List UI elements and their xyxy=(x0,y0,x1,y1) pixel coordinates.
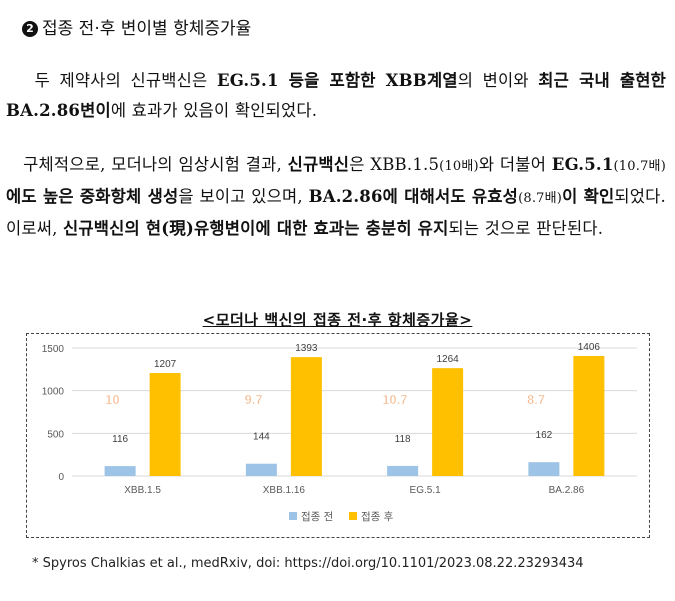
chart-title: <모더나 백신의 접종 전·후 항체증가율> xyxy=(0,309,675,330)
bar-after xyxy=(573,356,605,476)
p1-bold-1: EG.5.1 등을 포함한 XBB계열 xyxy=(216,71,458,90)
legend-label-after: 접종 후 xyxy=(361,511,394,523)
antibody-bar-chart: 0 500 1000 1500 116 1207 10 배 XBB.1.5 144 1393 9.7… xyxy=(42,342,637,523)
ratio-annotation: 10 배 xyxy=(105,392,135,407)
p1-text-3: 에 효과가 있음이 확인되었다. xyxy=(110,101,318,120)
p2-text-3: 와 더불어 xyxy=(478,155,552,174)
y-tick-label: 1500 xyxy=(42,344,65,355)
p2-text-4: 을 보이고 있으며, xyxy=(178,187,309,206)
legend-swatch-before xyxy=(289,512,297,520)
bar-before xyxy=(245,463,277,476)
p2-bold-6: 신규백신의 현(現)유행변이에 대한 효과는 충분히 유지 xyxy=(63,219,449,238)
chart-frame: 0 500 1000 1500 116 1207 10 배 XBB.1.5 144 1393 9.7… xyxy=(26,333,650,538)
y-tick-label: 1000 xyxy=(42,387,65,398)
section-title: 2 접종 전·후 변이별 항체증가율 xyxy=(22,14,251,39)
chart-title-text: <모더나 백신의 접종 전·후 항체증가율> xyxy=(202,311,473,329)
p1-text-1: 두 제약사의 신규백신은 xyxy=(34,71,217,90)
x-tick-label: BA.2.86 xyxy=(549,485,585,496)
legend-swatch-after xyxy=(349,512,357,520)
data-label-after: 1207 xyxy=(154,359,177,370)
x-tick-label: EG.5.1 xyxy=(410,485,442,496)
data-label-before: 116 xyxy=(112,434,128,445)
paragraph-1: 두 제약사의 신규백신은 EG.5.1 등을 포함한 XBB계열의 변이와 최근… xyxy=(6,66,666,126)
p2-bold-2: EG.5.1 xyxy=(551,155,614,174)
p2-small-2: (10.7배) xyxy=(613,159,666,174)
p2-text-5: 되었다. 이로써, xyxy=(6,187,666,238)
p2-small-3: (8.7배) xyxy=(518,191,563,206)
data-label-after: 1393 xyxy=(295,343,318,354)
data-label-before: 144 xyxy=(253,432,270,443)
x-tick-label: XBB.1.16 xyxy=(263,485,306,496)
data-label-before: 118 xyxy=(395,434,411,445)
p1-text-2: 의 변이와 xyxy=(457,71,539,90)
data-label-after: 1264 xyxy=(437,354,460,365)
p2-text-2: 은 XBB.1.5 xyxy=(349,155,440,174)
data-label-after: 1406 xyxy=(578,342,601,353)
section-title-text: 접종 전·후 변이별 항체증가율 xyxy=(42,19,252,39)
y-tick-label: 0 xyxy=(58,472,64,483)
ratio-annotation: 8.7 배 xyxy=(527,392,561,407)
bar-after xyxy=(432,368,464,476)
footnote: * Spyros Chalkias et al., medRxiv, doi: … xyxy=(32,556,584,571)
legend-label-before: 접종 전 xyxy=(301,511,333,523)
bar-before xyxy=(528,462,560,476)
data-label-before: 162 xyxy=(536,430,553,441)
bar-before xyxy=(104,466,136,476)
ratio-annotation: 10.7 배 xyxy=(382,392,423,407)
bar-after xyxy=(149,373,181,476)
x-tick-label: XBB.1.5 xyxy=(124,485,161,496)
p2-bold-1: 신규백신 xyxy=(287,155,350,174)
p2-small-1: (10배) xyxy=(439,159,479,174)
p2-bold-5: 이 확인 xyxy=(562,187,615,206)
p2-bold-4: BA.2.86에 대해서도 유효성 xyxy=(308,187,519,206)
ratio-annotation: 9.7 배 xyxy=(245,392,279,407)
p1-bold-2: 최근 국내 출현한 BA.2.86변이 xyxy=(6,71,666,120)
paragraph-2: 구체적으로, 모더나의 임상시험 결과, 신규백신은 XBB.1.5(10배)와… xyxy=(6,150,666,244)
bar-after xyxy=(290,357,322,476)
p2-bold-3: 에도 높은 중화항체 생성 xyxy=(6,187,179,206)
p2-text-6: 되는 것으로 판단된다. xyxy=(448,219,604,238)
p2-text-1: 구체적으로, 모더나의 임상시험 결과, xyxy=(23,155,288,174)
section-number-badge: 2 xyxy=(22,21,38,37)
bar-before xyxy=(387,465,419,476)
y-tick-label: 500 xyxy=(47,429,64,440)
